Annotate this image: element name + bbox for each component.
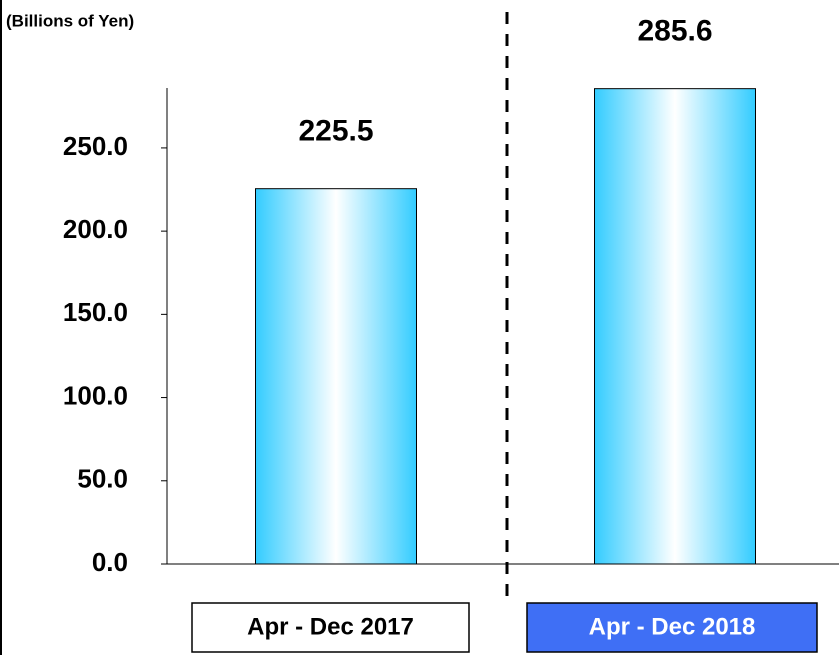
x-tick-label: Apr - Dec 2018 bbox=[589, 613, 756, 640]
y-tick-label: 100.0 bbox=[63, 380, 128, 410]
bar bbox=[255, 188, 417, 565]
value-label: 225.5 bbox=[298, 115, 373, 148]
y-tick-label: 200.0 bbox=[63, 214, 128, 244]
y-tick-label: 250.0 bbox=[63, 131, 128, 161]
y-tick-label: 0.0 bbox=[92, 547, 128, 577]
y-tick-label: 150.0 bbox=[63, 297, 128, 327]
y-tick-label: 50.0 bbox=[77, 464, 128, 494]
category-box bbox=[526, 602, 818, 653]
y-axis-label: (Billions of Yen) bbox=[6, 11, 134, 30]
bar bbox=[594, 88, 756, 565]
value-label: 285.6 bbox=[637, 15, 712, 48]
category-box bbox=[191, 602, 470, 653]
x-tick-label: Apr - Dec 2017 bbox=[247, 613, 414, 640]
